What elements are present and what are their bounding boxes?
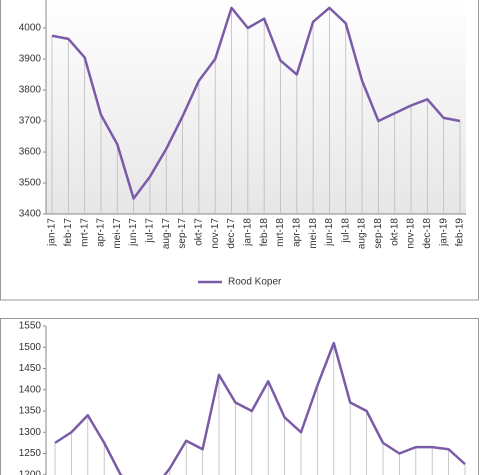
- y-tick-label: 4100: [19, 0, 42, 3]
- y-tick-label: 4000: [19, 23, 42, 34]
- x-tick-label: nov-17: [210, 218, 221, 249]
- x-tick-label: mrt-18: [275, 218, 286, 247]
- x-tick-label: sep-18: [373, 218, 384, 249]
- y-tick-label: 3400: [19, 209, 42, 220]
- data-line: [54, 341, 466, 475]
- y-tick-label: 1200: [19, 469, 42, 475]
- plot-background: [46, 0, 466, 214]
- x-tick-label: aug-18: [357, 218, 368, 250]
- x-tick-label: aug-17: [161, 218, 172, 250]
- x-tick-label: dec-17: [226, 218, 237, 249]
- x-tick-label: feb-17: [63, 218, 74, 247]
- legend-label: Rood Koper: [228, 277, 282, 288]
- y-tick-label: 1300: [19, 427, 42, 438]
- y-tick-label: 3500: [19, 178, 42, 189]
- x-tick-label: nov-18: [406, 218, 417, 249]
- y-tick-label: 1350: [19, 406, 42, 417]
- x-tick-label: jun-18: [324, 218, 335, 247]
- y-tick-label: 1250: [19, 448, 42, 459]
- chart: 1200 1250 1300 1350 1400 1450 1500 1550: [19, 321, 466, 475]
- x-tick-label: jul-17: [145, 218, 156, 244]
- y-tick-label: 3800: [19, 85, 42, 96]
- x-tick-label: okt-18: [389, 218, 400, 246]
- x-tick-label: mei-17: [112, 218, 123, 249]
- x-tick-label: dec-18: [422, 218, 433, 249]
- x-tick-label: jun-17: [128, 218, 139, 247]
- y-tick-label: 1550: [19, 321, 42, 332]
- x-tick-label: apr-18: [291, 218, 302, 247]
- x-tick-label: mei-18: [308, 218, 319, 249]
- chart-frame: [0, 318, 479, 475]
- x-tick-label: jan-19: [438, 218, 449, 247]
- x-tick-label: jan-18: [242, 218, 253, 247]
- y-tick-label: 1400: [19, 384, 42, 395]
- x-tick-label: feb-18: [259, 218, 270, 247]
- y-tick-label: 3600: [19, 147, 42, 158]
- x-tick-label: feb-19: [455, 218, 466, 247]
- chart: 3400 3500 3600 3700 3800 3900 4000 4100 jan-17 fe…: [19, 0, 466, 249]
- x-tick-label: sep-17: [177, 218, 188, 249]
- x-tick-label: jul-18: [340, 218, 351, 244]
- x-tick-label: jan-17: [47, 218, 58, 247]
- chart-frame: [0, 0, 479, 301]
- y-tick-label: 3700: [19, 116, 42, 127]
- data-line: [51, 6, 461, 200]
- y-tick-label: 3900: [19, 54, 42, 65]
- x-tick-label: mrt-17: [79, 218, 90, 247]
- x-tick-label: okt-17: [194, 218, 205, 246]
- y-tick-label: 1500: [19, 342, 42, 353]
- y-tick-label: 1450: [19, 363, 42, 374]
- x-tick-label: apr-17: [96, 218, 107, 247]
